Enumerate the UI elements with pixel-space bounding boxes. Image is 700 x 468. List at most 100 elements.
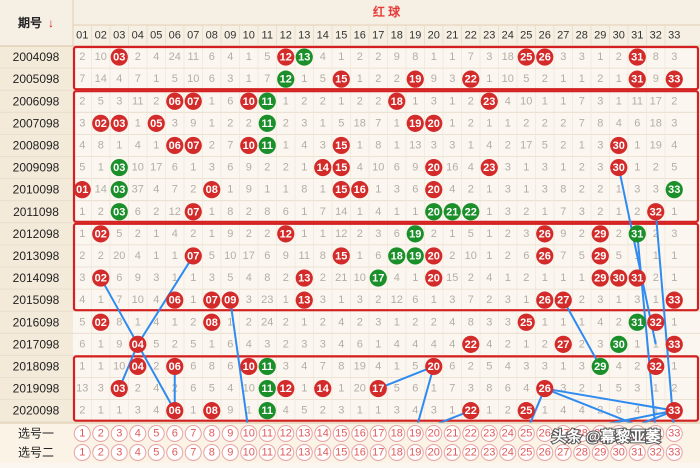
pick-circle[interactable] [110,425,128,442]
pick-number-button[interactable]: 4 [129,425,147,442]
pick-circle[interactable] [184,425,202,442]
pick-number-button[interactable]: 21 [443,425,461,442]
pick-number-button[interactable]: 27 [554,444,572,461]
pick-circle[interactable] [573,444,591,461]
pick-circle[interactable] [369,425,387,442]
pick-number-button[interactable]: 25 [517,444,535,461]
pick-circle[interactable] [517,444,535,461]
pick-circle[interactable] [221,444,239,461]
pick-circle[interactable] [314,444,332,461]
pick-number-button[interactable]: 20 [425,425,443,442]
pick-number-button[interactable]: 29 [591,444,609,461]
pick-circle[interactable] [443,425,461,442]
pick-number-button[interactable]: 33 [665,444,683,461]
pick-circle[interactable] [147,425,165,442]
pick-circle[interactable] [647,425,665,442]
pick-number-button[interactable]: 26 [536,425,554,442]
pick-circle[interactable] [462,444,480,461]
pick-number-button[interactable]: 4 [129,444,147,461]
pick-number-button[interactable]: 31 [628,444,646,461]
pick-circle[interactable] [406,444,424,461]
pick-number-button[interactable]: 28 [573,425,591,442]
pick-circle[interactable] [628,425,646,442]
pick-number-button[interactable]: 29 [591,425,609,442]
pick-number-button[interactable]: 10 [240,444,258,461]
pick-number-button[interactable]: 33 [665,425,683,442]
pick-number-button[interactable]: 22 [462,444,480,461]
pick-number-button[interactable]: 9 [221,444,239,461]
pick-number-button[interactable]: 1 [73,444,91,461]
pick-number-button[interactable]: 30 [610,425,628,442]
pick-number-button[interactable]: 6 [166,444,184,461]
pick-number-button[interactable]: 30 [610,444,628,461]
pick-number-button[interactable]: 27 [554,425,572,442]
pick-number-button[interactable]: 17 [369,425,387,442]
pick-circle[interactable] [591,444,609,461]
pick-number-button[interactable]: 2 [92,425,110,442]
pick-number-button[interactable]: 9 [221,425,239,442]
pick-circle[interactable] [73,425,91,442]
pick-circle[interactable] [536,444,554,461]
pick-circle[interactable] [610,425,628,442]
pick-circle[interactable] [332,444,350,461]
pick-number-button[interactable]: 8 [203,444,221,461]
pick-circle[interactable] [665,425,683,442]
pick-circle[interactable] [295,444,313,461]
pick-number-button[interactable]: 32 [647,444,665,461]
pick-circle[interactable] [258,425,276,442]
pick-circle[interactable] [351,425,369,442]
pick-circle[interactable] [240,425,258,442]
pick-number-button[interactable]: 24 [499,444,517,461]
pick-number-button[interactable]: 14 [314,444,332,461]
pick-number-button[interactable]: 1 [73,425,91,442]
pick-circle[interactable] [443,444,461,461]
pick-circle[interactable] [147,444,165,461]
pick-number-button[interactable]: 25 [517,425,535,442]
pick-number-button[interactable]: 6 [166,425,184,442]
pick-circle[interactable] [591,425,609,442]
pick-number-button[interactable]: 11 [258,444,276,461]
pick-circle[interactable] [92,444,110,461]
pick-number-button[interactable]: 23 [480,444,498,461]
pick-circle[interactable] [166,425,184,442]
pick-number-button[interactable]: 7 [184,444,202,461]
pick-number-button[interactable]: 24 [499,425,517,442]
pick-circle[interactable] [221,425,239,442]
pick-circle[interactable] [665,444,683,461]
pick-circle[interactable] [425,444,443,461]
pick-circle[interactable] [240,444,258,461]
pick-number-button[interactable]: 14 [314,425,332,442]
pick-number-button[interactable]: 11 [258,425,276,442]
pick-circle[interactable] [92,425,110,442]
pick-number-button[interactable]: 18 [388,444,406,461]
pick-circle[interactable] [314,425,332,442]
pick-number-button[interactable]: 28 [573,444,591,461]
pick-circle[interactable] [480,425,498,442]
pick-circle[interactable] [166,444,184,461]
pick-number-button[interactable]: 13 [295,444,313,461]
pick-circle[interactable] [462,425,480,442]
pick-circle[interactable] [499,444,517,461]
pick-number-button[interactable]: 13 [295,425,313,442]
pick-circle[interactable] [388,444,406,461]
pick-number-button[interactable]: 10 [240,425,258,442]
pick-circle[interactable] [517,425,535,442]
pick-circle[interactable] [277,425,295,442]
pick-circle[interactable] [425,425,443,442]
pick-number-button[interactable]: 26 [536,444,554,461]
pick-number-button[interactable]: 18 [388,425,406,442]
pick-number-button[interactable]: 20 [425,444,443,461]
pick-circle[interactable] [73,444,91,461]
pick-number-button[interactable]: 3 [110,425,128,442]
pick-number-button[interactable]: 12 [277,444,295,461]
pick-circle[interactable] [536,425,554,442]
pick-number-button[interactable]: 8 [203,425,221,442]
pick-circle[interactable] [203,444,221,461]
pick-number-button[interactable]: 3 [110,444,128,461]
pick-circle[interactable] [554,444,572,461]
pick-circle[interactable] [406,425,424,442]
pick-circle[interactable] [369,444,387,461]
pick-circle[interactable] [647,444,665,461]
pick-circle[interactable] [351,444,369,461]
pick-number-button[interactable]: 19 [406,444,424,461]
